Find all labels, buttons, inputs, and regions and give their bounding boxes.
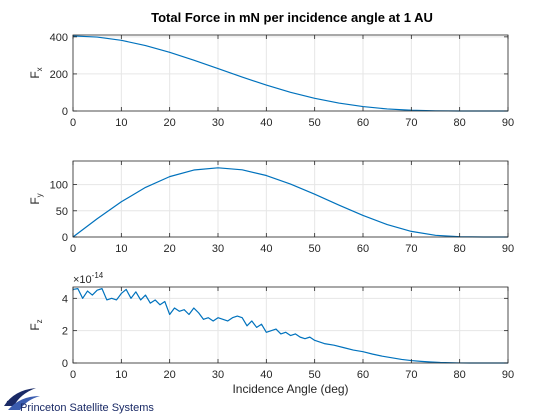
- x-tick-label: 0: [70, 117, 76, 129]
- axes-box: [72, 34, 509, 112]
- subplot-2: 0 10 20 30 40 50 60 70 80 90 0 50 100 Fy: [28, 160, 514, 255]
- y-axis-label-main: F: [28, 323, 42, 330]
- x-tick-label: 0: [70, 243, 76, 255]
- psc-logo: Princeton Satellite Systems: [4, 388, 154, 414]
- series-line: [72, 288, 508, 364]
- subplot-3: 0 10 20 30 40 50 60 70 80 90 0 2 4 Fz ×10-14 Incidence …: [28, 271, 514, 396]
- x-tick-label: 20: [164, 243, 176, 255]
- y-tick-label: 0: [62, 106, 68, 118]
- x-tick-label: 60: [357, 243, 369, 255]
- x-tick-label: 60: [357, 369, 369, 381]
- x-tick-label: 80: [454, 117, 466, 129]
- subplot-1: 0 10 20 30 40 50 60 70 80 90 0 200 400 Fx: [28, 32, 514, 129]
- y-tick-label: 50: [56, 206, 68, 218]
- y-axis-label-sub: y: [35, 193, 44, 197]
- x-tick-label: 10: [115, 117, 127, 129]
- x-tick-label: 80: [454, 369, 466, 381]
- x-tick-label: 40: [260, 369, 272, 381]
- x-tick-label: 90: [502, 117, 514, 129]
- y-tick-label: 2: [62, 326, 68, 338]
- x-tick-label: 60: [357, 117, 369, 129]
- x-tick-label: 40: [260, 117, 272, 129]
- logo-swoosh-icon: [4, 388, 40, 410]
- x-axis-label: Incidence Angle (deg): [232, 382, 348, 396]
- y-tick-label: 100: [50, 180, 68, 192]
- x-tick-label: 50: [309, 243, 321, 255]
- x-tick-label: 10: [115, 369, 127, 381]
- x-tick-label: 70: [405, 117, 417, 129]
- axes-box: [72, 286, 509, 364]
- exponent-base: ×10: [73, 274, 92, 286]
- y-axis-label-sub: z: [35, 319, 44, 323]
- figure-title: Total Force in mN per incidence angle at…: [151, 10, 433, 25]
- y-tick-label: 0: [62, 232, 68, 244]
- y-tick-label: 400: [50, 32, 68, 44]
- x-tick-label: 10: [115, 243, 127, 255]
- y-axis-label-main: F: [28, 71, 42, 78]
- x-tick-label: 90: [502, 243, 514, 255]
- x-tick-label: 50: [309, 369, 321, 381]
- x-tick-label: 70: [405, 243, 417, 255]
- y-tick-label: 4: [62, 293, 68, 305]
- x-tick-label: 20: [164, 117, 176, 129]
- y-axis-label-sub: x: [35, 67, 44, 71]
- x-tick-label: 20: [164, 369, 176, 381]
- y-tick-label: 200: [50, 69, 68, 81]
- y-axis-label-main: F: [28, 197, 42, 204]
- y-axis-label: Fz: [28, 319, 44, 330]
- exponent-power: -14: [92, 271, 104, 280]
- logo-text: Princeton Satellite Systems: [20, 402, 154, 414]
- x-tick-label: 50: [309, 117, 321, 129]
- x-tick-label: 0: [70, 369, 76, 381]
- y-axis-label: Fy: [28, 193, 44, 204]
- x-tick-label: 80: [454, 243, 466, 255]
- x-tick-label: 30: [212, 369, 224, 381]
- y-axis-label: Fx: [28, 67, 44, 78]
- x-tick-label: 30: [212, 117, 224, 129]
- exponent-label: ×10-14: [73, 271, 104, 286]
- x-tick-label: 70: [405, 369, 417, 381]
- series-line: [72, 167, 508, 238]
- y-tick-label: 0: [62, 358, 68, 370]
- x-tick-label: 40: [260, 243, 272, 255]
- axes-box: [72, 160, 509, 238]
- x-tick-label: 30: [212, 243, 224, 255]
- x-tick-label: 90: [502, 369, 514, 381]
